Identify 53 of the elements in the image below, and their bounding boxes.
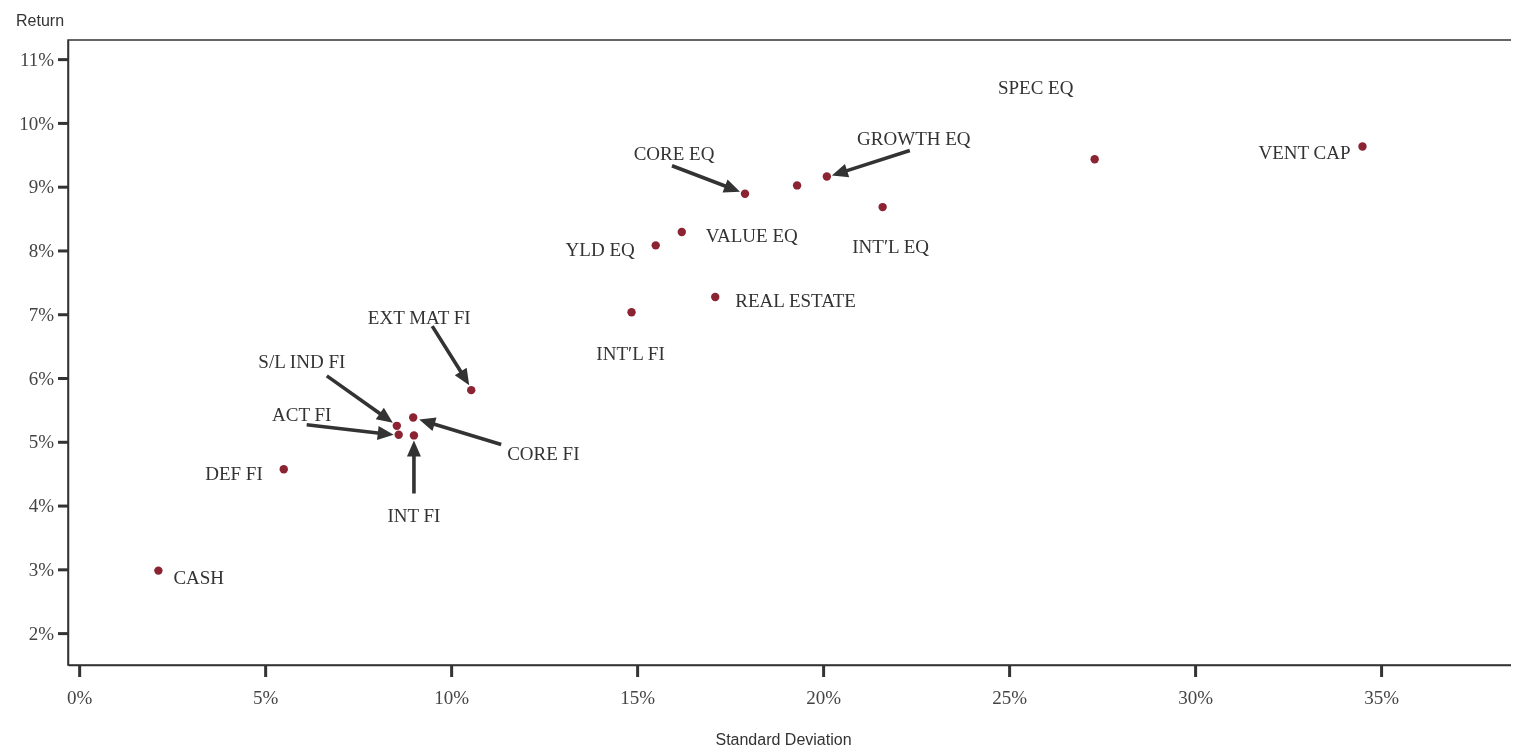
annotation: INT FI bbox=[387, 505, 441, 527]
point bbox=[711, 292, 720, 302]
annotation: EXT MAT FI bbox=[367, 307, 471, 329]
x-tick-label: 20% bbox=[806, 687, 842, 709]
annotation: YLD EQ bbox=[565, 239, 635, 261]
x-tick-label: 10% bbox=[434, 687, 470, 709]
x-tick-label: 0% bbox=[67, 687, 93, 709]
point bbox=[792, 181, 802, 190]
y-tick-label: 9% bbox=[28, 176, 55, 198]
annotation: ACT FI bbox=[272, 403, 332, 425]
x-tick-label: 25% bbox=[992, 687, 1028, 709]
x-tick-label: 35% bbox=[1364, 687, 1400, 709]
annotation: CORE FI bbox=[507, 442, 580, 464]
y-tick-label: 3% bbox=[28, 558, 55, 580]
y-tick-label: 4% bbox=[28, 495, 55, 517]
x-tick-label: 30% bbox=[1178, 687, 1214, 709]
y-tick-label: 2% bbox=[28, 622, 55, 644]
y-tick-label: 5% bbox=[28, 431, 55, 453]
point bbox=[1090, 155, 1099, 164]
y-tick-label: 7% bbox=[28, 303, 55, 325]
annotation: DEF FI bbox=[205, 463, 263, 485]
point bbox=[279, 465, 288, 474]
x-tick-label: 15% bbox=[620, 687, 656, 709]
y-tick-label: 8% bbox=[28, 240, 55, 262]
annotation: REAL ESTATE bbox=[735, 290, 856, 312]
point bbox=[878, 202, 887, 212]
point bbox=[394, 430, 403, 439]
point bbox=[154, 566, 163, 575]
x-axis-title: Standard Deviation bbox=[715, 731, 852, 748]
point bbox=[677, 227, 686, 237]
annotation: INT′L EQ bbox=[852, 236, 930, 258]
annotation: VENT CAP bbox=[1258, 141, 1351, 163]
y-tick-label: 11% bbox=[19, 48, 55, 70]
point bbox=[392, 421, 402, 431]
y-tick-label: 10% bbox=[19, 112, 55, 134]
point bbox=[1358, 142, 1367, 151]
point bbox=[822, 172, 832, 181]
y-tick-label: 6% bbox=[28, 367, 55, 389]
y-axis-title: Return bbox=[16, 12, 65, 29]
annotation: INT′L FI bbox=[596, 343, 665, 365]
annotation: CASH bbox=[173, 566, 225, 588]
point bbox=[467, 385, 476, 395]
annotation: CORE EQ bbox=[633, 142, 715, 164]
annotation: SPEC EQ bbox=[997, 77, 1074, 99]
annotation: S/L IND FI bbox=[258, 350, 346, 372]
point bbox=[627, 308, 636, 317]
annotation: VALUE EQ bbox=[705, 225, 799, 247]
point bbox=[740, 189, 750, 198]
point bbox=[409, 413, 418, 422]
annotation: GROWTH EQ bbox=[857, 127, 971, 149]
point bbox=[651, 241, 660, 250]
x-tick-label: 5% bbox=[252, 687, 279, 709]
point bbox=[409, 431, 419, 440]
